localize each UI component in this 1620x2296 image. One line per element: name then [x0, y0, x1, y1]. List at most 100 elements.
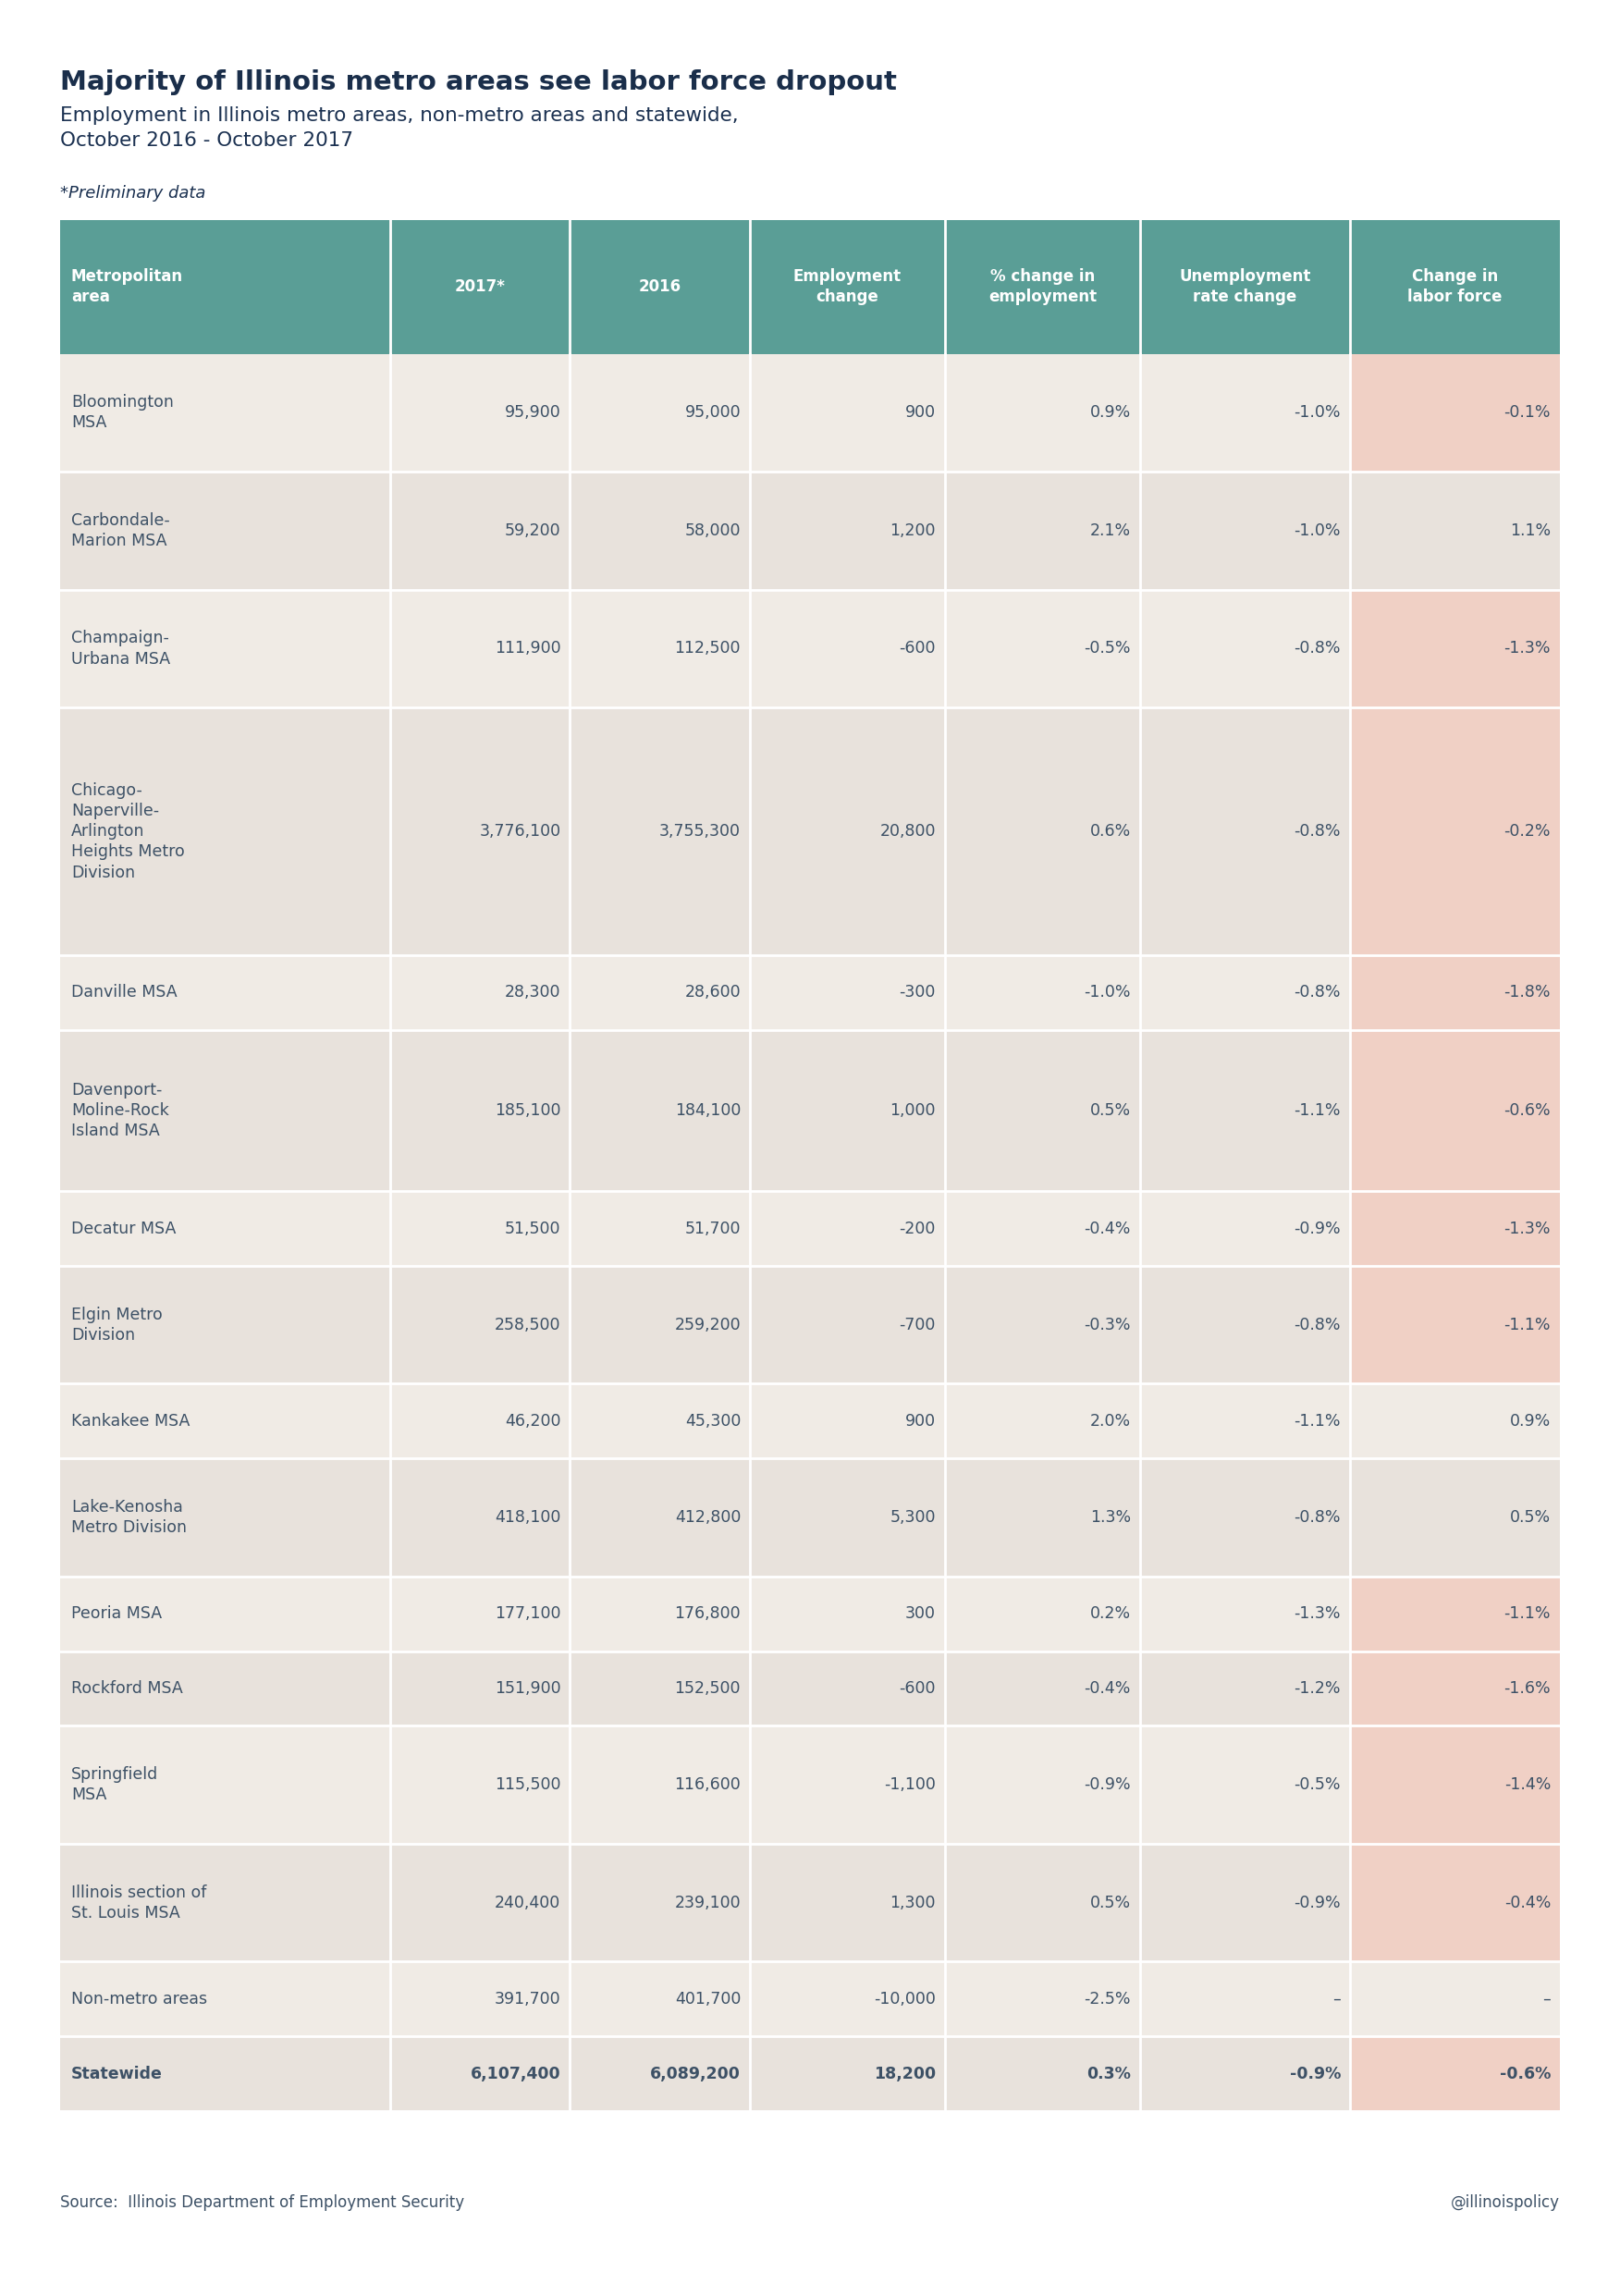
Text: –: – — [1542, 1991, 1550, 2007]
Text: Lake-Kenosha
Metro Division: Lake-Kenosha Metro Division — [71, 1499, 186, 1536]
Bar — [1349, 955, 1560, 1031]
Bar — [1349, 707, 1560, 955]
Text: -0.6%: -0.6% — [1500, 2066, 1550, 2082]
Text: –: – — [1333, 1991, 1341, 2007]
Text: 51,500: 51,500 — [505, 1219, 561, 1238]
Text: 1,000: 1,000 — [889, 1102, 936, 1118]
Bar — [60, 955, 1560, 1031]
Text: Peoria MSA: Peoria MSA — [71, 1605, 162, 1621]
Text: Springfield
MSA: Springfield MSA — [71, 1766, 159, 1802]
Text: 46,200: 46,200 — [505, 1412, 561, 1430]
Text: Davenport-
Moline-Rock
Island MSA: Davenport- Moline-Rock Island MSA — [71, 1081, 168, 1139]
Text: *Preliminary data: *Preliminary data — [60, 186, 206, 202]
Text: 152,500: 152,500 — [674, 1681, 740, 1697]
Text: 6,089,200: 6,089,200 — [650, 2066, 740, 2082]
Bar — [1349, 590, 1560, 707]
Text: -0.9%: -0.9% — [1294, 1894, 1341, 1910]
Bar — [1349, 1727, 1560, 1844]
Text: 1,300: 1,300 — [889, 1894, 936, 1910]
Text: 151,900: 151,900 — [494, 1681, 561, 1697]
Text: -1.1%: -1.1% — [1294, 1102, 1341, 1118]
Bar — [60, 1844, 1560, 1961]
Text: 391,700: 391,700 — [494, 1991, 561, 2007]
Text: -1.0%: -1.0% — [1294, 404, 1341, 420]
Text: 45,300: 45,300 — [685, 1412, 740, 1430]
Text: Danville MSA: Danville MSA — [71, 985, 177, 1001]
Text: -0.8%: -0.8% — [1294, 1508, 1341, 1527]
Text: 115,500: 115,500 — [494, 1777, 561, 1793]
Text: -1.1%: -1.1% — [1503, 1316, 1550, 1334]
Text: 18,200: 18,200 — [873, 2066, 936, 2082]
Text: 6,107,400: 6,107,400 — [470, 2066, 561, 2082]
Bar — [1349, 1961, 1560, 2037]
Text: -0.4%: -0.4% — [1503, 1894, 1550, 1910]
Text: -10,000: -10,000 — [873, 1991, 936, 2007]
Text: -1.8%: -1.8% — [1503, 985, 1550, 1001]
Text: -0.4%: -0.4% — [1084, 1681, 1131, 1697]
Bar — [1349, 2037, 1560, 2110]
Text: Champaign-
Urbana MSA: Champaign- Urbana MSA — [71, 629, 170, 668]
Text: 112,500: 112,500 — [674, 641, 740, 657]
Text: -600: -600 — [899, 641, 936, 657]
Text: 2.1%: 2.1% — [1090, 521, 1131, 540]
Text: Chicago-
Naperville-
Arlington
Heights Metro
Division: Chicago- Naperville- Arlington Heights M… — [71, 783, 185, 882]
Bar — [1349, 1384, 1560, 1458]
Text: @illinoispolicy: @illinoispolicy — [1452, 2195, 1560, 2211]
Text: Metropolitan
area: Metropolitan area — [71, 269, 183, 305]
Bar — [1349, 354, 1560, 471]
Text: 177,100: 177,100 — [494, 1605, 561, 1621]
Text: Carbondale-
Marion MSA: Carbondale- Marion MSA — [71, 512, 170, 549]
Text: 1.3%: 1.3% — [1090, 1508, 1131, 1527]
Text: 95,900: 95,900 — [504, 404, 561, 420]
Bar — [1349, 1577, 1560, 1651]
Text: -0.3%: -0.3% — [1084, 1316, 1131, 1334]
Bar — [60, 1727, 1560, 1844]
Text: -0.8%: -0.8% — [1294, 641, 1341, 657]
Bar — [1349, 1192, 1560, 1265]
Text: -1.1%: -1.1% — [1503, 1605, 1550, 1621]
Text: 900: 900 — [906, 404, 936, 420]
Text: -0.2%: -0.2% — [1503, 822, 1550, 840]
Text: 95,000: 95,000 — [685, 404, 740, 420]
Text: 0.5%: 0.5% — [1510, 1508, 1550, 1527]
Bar — [60, 1651, 1560, 1727]
Text: 59,200: 59,200 — [505, 521, 561, 540]
Bar — [1349, 1031, 1560, 1192]
Text: -300: -300 — [899, 985, 936, 1001]
Text: -700: -700 — [899, 1316, 936, 1334]
Text: 3,755,300: 3,755,300 — [659, 822, 740, 840]
Text: Source:  Illinois Department of Employment Security: Source: Illinois Department of Employmen… — [60, 2195, 465, 2211]
Text: -1.6%: -1.6% — [1503, 1681, 1550, 1697]
Bar — [60, 1961, 1560, 2037]
Text: -0.9%: -0.9% — [1294, 1219, 1341, 1238]
Text: -1.3%: -1.3% — [1503, 641, 1550, 657]
Text: Statewide: Statewide — [71, 2066, 162, 2082]
Text: -1.2%: -1.2% — [1294, 1681, 1341, 1697]
Text: -0.6%: -0.6% — [1503, 1102, 1550, 1118]
Text: 0.5%: 0.5% — [1090, 1894, 1131, 1910]
Text: 401,700: 401,700 — [676, 1991, 740, 2007]
Text: Rockford MSA: Rockford MSA — [71, 1681, 183, 1697]
Text: 5,300: 5,300 — [889, 1508, 936, 1527]
Text: -200: -200 — [899, 1219, 936, 1238]
Text: 58,000: 58,000 — [685, 521, 740, 540]
Text: Decatur MSA: Decatur MSA — [71, 1219, 177, 1238]
Text: Unemployment
rate change: Unemployment rate change — [1179, 269, 1311, 305]
Text: 176,800: 176,800 — [674, 1605, 740, 1621]
Text: 0.5%: 0.5% — [1090, 1102, 1131, 1118]
Text: Bloomington
MSA: Bloomington MSA — [71, 395, 173, 432]
Text: -0.5%: -0.5% — [1084, 641, 1131, 657]
Text: 1,200: 1,200 — [889, 521, 936, 540]
Text: 2016: 2016 — [638, 278, 682, 296]
Bar — [60, 590, 1560, 707]
Text: -0.8%: -0.8% — [1294, 822, 1341, 840]
Text: Change in
labor force: Change in labor force — [1408, 269, 1502, 305]
Text: Non-metro areas: Non-metro areas — [71, 1991, 207, 2007]
Text: 0.9%: 0.9% — [1090, 404, 1131, 420]
Bar — [1349, 1651, 1560, 1727]
Text: 28,300: 28,300 — [505, 985, 561, 1001]
Bar — [60, 220, 1560, 354]
Bar — [60, 1031, 1560, 1192]
Text: -0.8%: -0.8% — [1294, 1316, 1341, 1334]
Text: 0.6%: 0.6% — [1090, 822, 1131, 840]
